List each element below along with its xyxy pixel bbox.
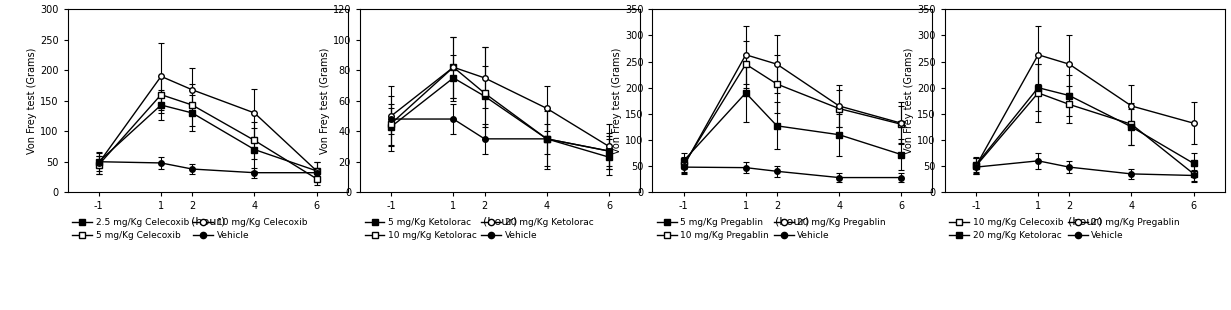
- X-axis label: (hour): (hour): [776, 217, 810, 227]
- Text: B.: B.: [321, 0, 339, 2]
- Legend: 10 mg/Kg Celecoxib, 20 mg/Kg Ketolorac, 20 mg/Kg Pregablin, Vehicle: 10 mg/Kg Celecoxib, 20 mg/Kg Ketolorac, …: [949, 219, 1179, 240]
- X-axis label: (hour): (hour): [1067, 217, 1102, 227]
- Text: D.: D.: [906, 0, 923, 2]
- Legend: 5 mg/Kg Pregablin, 10 mg/Kg Pregablin, 20 mg/Kg Pregablin, Vehicle: 5 mg/Kg Pregablin, 10 mg/Kg Pregablin, 2…: [657, 219, 886, 240]
- Text: A.: A.: [28, 0, 46, 2]
- Legend: 2.5 mg/Kg Celecoxib, 5 mg/Kg Celecoxib, 10 mg/Kg Celecoxib, Vehicle: 2.5 mg/Kg Celecoxib, 5 mg/Kg Celecoxib, …: [73, 219, 308, 240]
- Y-axis label: Von Frey test (Grams): Von Frey test (Grams): [905, 47, 915, 154]
- Y-axis label: Von Frey test (Grams): Von Frey test (Grams): [612, 47, 622, 154]
- Y-axis label: Von Frey test (Grams): Von Frey test (Grams): [27, 47, 37, 154]
- Y-axis label: Von Frey test (Grams): Von Frey test (Grams): [320, 47, 330, 154]
- X-axis label: (hour): (hour): [191, 217, 225, 227]
- X-axis label: (hour): (hour): [483, 217, 517, 227]
- Text: C.: C.: [613, 0, 630, 2]
- Legend: 5 mg/Kg Ketolorac, 10 mg/Kg Ketolorac, 20 mg/Kg Ketolorac, Vehicle: 5 mg/Kg Ketolorac, 10 mg/Kg Ketolorac, 2…: [364, 219, 593, 240]
